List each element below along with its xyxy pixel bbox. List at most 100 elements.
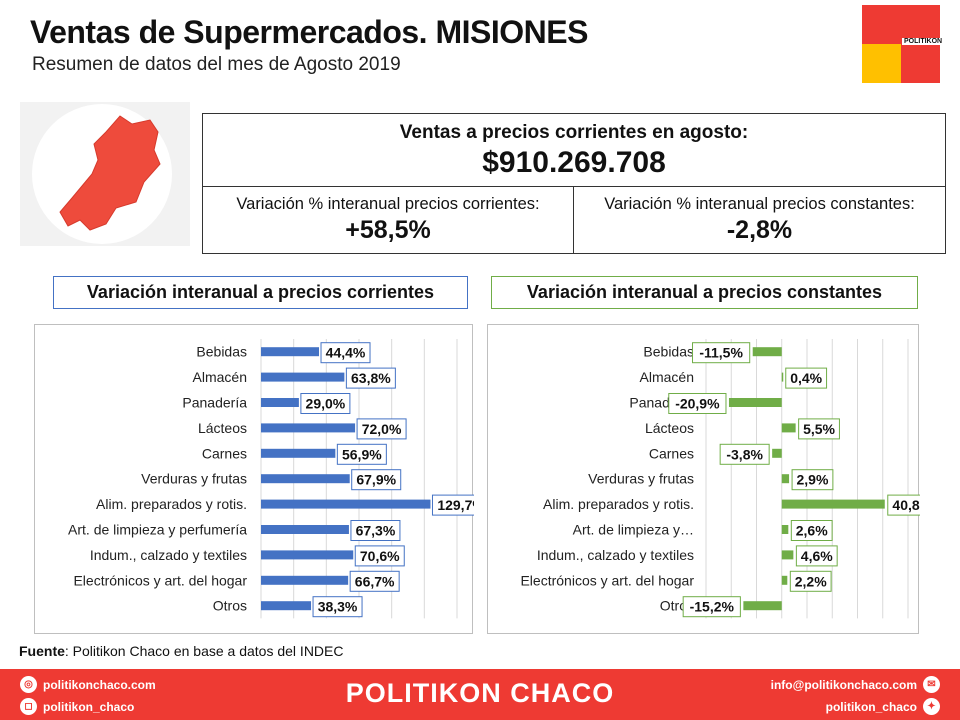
bar [781,525,789,534]
bar [261,423,356,433]
source-text: : Politikon Chaco en base a datos del IN… [64,643,344,659]
svg-text:4,6%: 4,6% [801,548,833,564]
category-label: Lácteos [198,420,247,436]
svg-text:56,9%: 56,9% [342,446,382,462]
svg-text:2,9%: 2,9% [797,472,829,488]
var-current-box: Variación % interanual precios corriente… [203,187,574,253]
bar [781,372,784,382]
svg-text:2,2%: 2,2% [795,573,827,589]
svg-text:129,7%: 129,7% [437,497,474,513]
bar [261,601,312,611]
category-label: Otros [213,598,247,614]
instagram-icon: ◻ [20,698,37,715]
logo-text: POLITIKON [902,38,945,45]
footer-instagram[interactable]: ◻ politikon_chaco [20,698,134,715]
bar [261,575,349,585]
bar [781,423,796,433]
chart-constant-title: Variación interanual a precios constante… [491,276,918,309]
bar [261,525,349,534]
data-label: -20,9% [668,393,727,414]
svg-text:40,8%: 40,8% [892,497,920,513]
bar [261,372,345,382]
chart-constant-svg: Bebidas -11,5%Almacén 0,4%Panadería-20,9%L… [520,339,920,619]
globe-icon: ◎ [20,676,37,693]
svg-text:-20,9%: -20,9% [675,396,720,412]
category-label: Bebidas [196,344,247,360]
data-label: -3,8% [719,443,770,465]
sales-value: $910.269.708 [482,146,666,179]
svg-text:29,0%: 29,0% [306,396,346,412]
category-label: Verduras y frutas [588,471,694,487]
bar [261,550,354,560]
data-label: 5,5% [798,418,840,440]
category-label: Indum., calzado y textiles [537,547,694,563]
footer-website[interactable]: ◎ politikonchaco.com [20,676,156,693]
bar [752,347,782,357]
twitter-icon: ✦ [923,698,940,715]
data-label: -15,2% [682,596,741,618]
footer-email[interactable]: info@politikonchaco.com ✉ [771,676,940,693]
instagram-text: politikon_chaco [43,699,135,714]
data-label: 4,6% [795,545,838,567]
svg-text:67,9%: 67,9% [356,472,396,488]
data-label: 44,4% [320,342,371,364]
data-label: 29,0% [300,393,351,414]
source-note: Fuente: Politikon Chaco en base a datos … [19,643,344,659]
var-current-value: +58,5% [345,216,431,244]
data-label: 2,6% [790,520,833,541]
data-label: 66,7% [349,570,400,592]
data-label: 56,9% [336,443,387,465]
bar [728,398,782,407]
chart-current-title: Variación interanual a precios corriente… [53,276,468,309]
category-label: Verduras y frutas [141,471,247,487]
chart-constant: Bebidas -11,5% Almacén 0,4% Panadería -20,9% L… [487,324,920,634]
bar [261,448,336,458]
svg-text:63,8%: 63,8% [351,370,391,386]
svg-text:-11,5%: -11,5% [699,345,743,361]
bar [743,601,782,611]
data-label: 67,9% [351,469,402,491]
chart-current: Bebidas 44,4% Almacén 63,8% Panadería 29,0% Lá… [34,324,474,634]
page-title: Ventas de Supermercados. MISIONES [30,14,588,50]
category-label: Alim. preparados y rotis. [543,496,694,512]
politikon-logo: POLITIKON [862,5,945,83]
footer-twitter[interactable]: politikon_chaco ✦ [826,698,940,715]
bar [261,347,320,357]
svg-text:-3,8%: -3,8% [726,446,763,462]
bar [781,550,794,560]
svg-text:44,4%: 44,4% [326,345,366,361]
email-text: info@politikonchaco.com [770,677,917,692]
category-label: Lácteos [645,420,694,436]
svg-text:66,7%: 66,7% [355,573,395,589]
source-label: Fuente [19,643,65,659]
page-subtitle: Resumen de datos del mes de Agosto 2019 [32,54,401,75]
var-current-label: Variación % interanual precios corriente… [236,195,540,213]
chart-current-svg: Bebidas 44,4% Almacén 63,8% Panadería 29,0% Lá… [68,339,474,619]
data-label: -11,5% [692,342,751,364]
sales-label: Ventas a precios corrientes en agosto: [399,122,749,143]
data-label: 67,3% [350,520,401,541]
bar [772,448,782,458]
svg-text:67,3%: 67,3% [356,523,396,539]
data-label: 2,2% [789,570,832,592]
website-text: politikonchaco.com [43,677,156,692]
svg-text:38,3%: 38,3% [318,599,358,615]
bar [261,398,299,407]
email-icon: ✉ [923,676,940,693]
category-label: Art. de limpieza y perfumería [68,522,247,538]
svg-text:0,4%: 0,4% [790,370,822,386]
bar [781,474,790,484]
svg-text:70,6%: 70,6% [360,548,400,564]
var-constant-label: Variación % interanual precios constante… [604,195,915,213]
category-label: Indum., calzado y textiles [90,547,247,563]
category-label: Carnes [649,445,694,461]
sales-box: Ventas a precios corrientes en agosto: $… [203,114,945,187]
data-label: 38,3% [312,596,363,618]
category-label: Art. de limpieza y… [573,522,694,538]
data-label: 72,0% [356,418,407,440]
summary-panel: Ventas a precios corrientes en agosto: $… [202,113,946,254]
category-label: Electrónicos y art. del hogar [520,572,694,588]
svg-text:2,6%: 2,6% [796,523,828,539]
misiones-map-icon [59,115,161,231]
var-constant-box: Variación % interanual precios constante… [574,187,945,253]
